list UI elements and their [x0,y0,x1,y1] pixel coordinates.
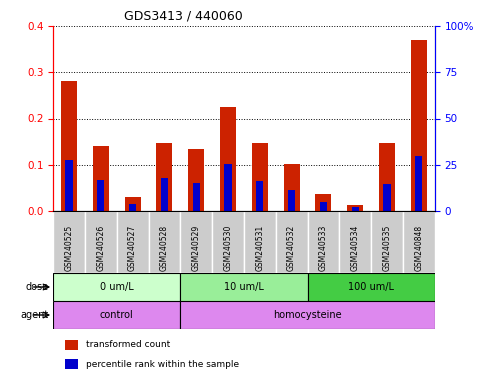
Text: GSM240533: GSM240533 [319,224,328,270]
Text: transformed count: transformed count [85,341,170,349]
Bar [415,156,422,211]
Bar [156,142,172,211]
Text: GSM240525: GSM240525 [65,224,73,270]
Text: GSM240526: GSM240526 [96,224,105,270]
Bar [65,359,78,369]
Bar [220,107,236,211]
Bar [315,194,331,211]
Bar [180,301,435,329]
Bar [308,273,435,301]
Bar [161,178,168,211]
Text: GSM240529: GSM240529 [192,224,201,270]
Text: GSM240527: GSM240527 [128,224,137,270]
Bar [308,211,339,273]
Bar [244,211,276,273]
Bar [97,180,104,211]
Bar [117,211,149,273]
Bar [288,190,295,211]
Bar [276,211,308,273]
Bar [379,143,395,211]
Bar [125,197,141,211]
Text: GSM240848: GSM240848 [414,224,423,270]
Text: control: control [100,310,134,320]
Bar [225,164,231,211]
Bar [411,40,427,211]
Text: 10 um/L: 10 um/L [224,282,264,292]
Text: 0 um/L: 0 um/L [100,282,134,292]
Bar [188,149,204,211]
Bar [256,181,263,211]
Bar [193,183,200,211]
Bar [66,160,72,211]
Text: agent: agent [20,310,48,320]
Text: homocysteine: homocysteine [273,310,342,320]
Bar [339,211,371,273]
Bar [53,273,180,301]
Text: GSM240532: GSM240532 [287,224,296,270]
Text: GSM240528: GSM240528 [160,224,169,270]
Bar [149,211,180,273]
Text: GDS3413 / 440060: GDS3413 / 440060 [124,9,243,22]
Bar [93,146,109,211]
Text: GSM240535: GSM240535 [383,224,392,270]
Bar [320,202,327,211]
Text: dose: dose [25,282,48,292]
Bar [85,211,117,273]
Bar [284,164,299,211]
Text: GSM240530: GSM240530 [224,224,232,270]
Text: percentile rank within the sample: percentile rank within the sample [85,360,239,369]
Text: 100 um/L: 100 um/L [348,282,394,292]
Text: GSM240531: GSM240531 [256,224,264,270]
Bar [53,211,85,273]
Text: GSM240534: GSM240534 [351,224,360,270]
Bar [61,81,77,211]
Bar [129,204,136,211]
Bar [252,143,268,211]
Bar [65,340,78,349]
Bar [212,211,244,273]
Bar [180,273,308,301]
Bar [384,184,391,211]
Bar [371,211,403,273]
Bar [53,301,180,329]
Bar [180,211,212,273]
Bar [347,205,363,211]
Bar [403,211,435,273]
Bar [352,207,359,211]
